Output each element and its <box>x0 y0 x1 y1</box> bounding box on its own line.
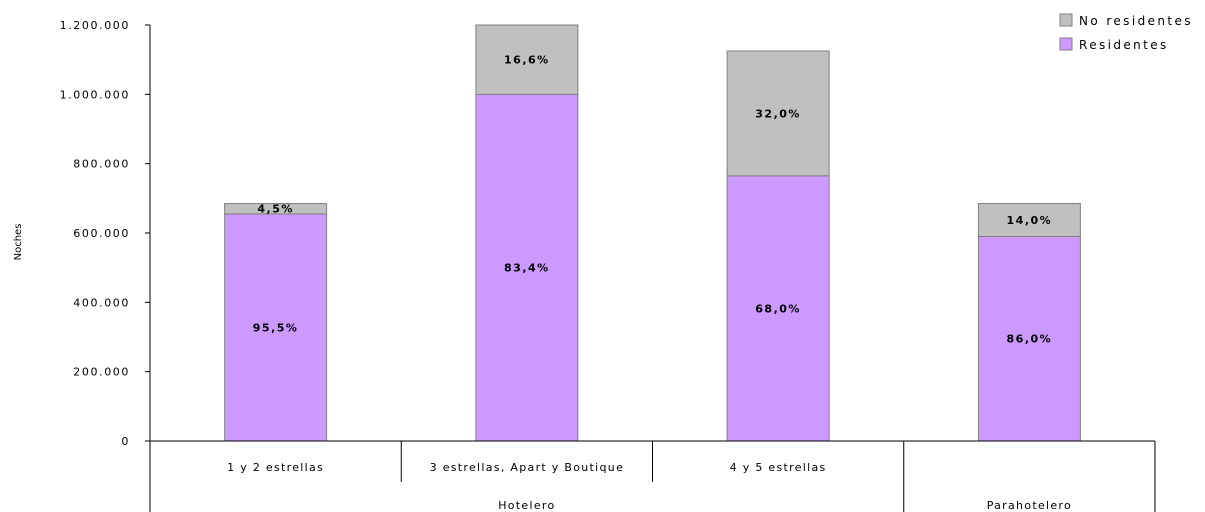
data-label: 83,4% <box>504 262 550 275</box>
bar-residentes <box>224 213 328 442</box>
x-group-label: Hotelero <box>498 499 555 512</box>
bar-residentes <box>977 235 1081 442</box>
legend-label: Residentes <box>1079 38 1169 52</box>
bars: 95,5% 4,5% 83,4% 16,6% 68,0% 32,0% 86,0% 14,0% <box>224 24 1081 442</box>
y-tick-label: 1.000.000 <box>60 88 130 101</box>
data-label: 16,6% <box>504 54 550 67</box>
x-category-label: 4 y 5 estrellas <box>730 461 827 474</box>
bar-residentes <box>475 93 579 442</box>
y-axis: 0 200.000 400.000 600.000 800.000 1.000.000 1.… <box>60 19 151 448</box>
data-label: 14,0% <box>1007 214 1053 227</box>
bar-residentes <box>726 175 830 442</box>
x-group-label: Parahotelero <box>987 499 1072 512</box>
legend-label: No residentes <box>1079 14 1193 28</box>
y-tick-label: 200.000 <box>73 366 130 379</box>
x-category-label: 3 estrellas, Apart y Boutique <box>430 461 625 474</box>
y-tick-label: 800.000 <box>73 158 130 171</box>
y-tick-label: 0 <box>121 435 130 448</box>
bar-no-residentes <box>475 24 579 95</box>
data-label: 95,5% <box>253 321 299 334</box>
y-tick-label: 400.000 <box>73 296 130 309</box>
bar-no-residentes <box>224 203 328 215</box>
legend-swatch <box>1059 37 1073 51</box>
y-tick-label: 600.000 <box>73 227 130 240</box>
legend: No residentes Residentes <box>1059 13 1193 52</box>
bar-no-residentes <box>977 203 1081 237</box>
data-label: 32,0% <box>755 107 801 120</box>
x-category-label: 1 y 2 estrellas <box>227 461 324 474</box>
data-label: 4,5% <box>257 203 294 216</box>
x-axis: 1 y 2 estrellas 3 estrellas, Apart y Bout… <box>145 440 1156 512</box>
legend-swatch <box>1059 13 1073 27</box>
y-tick-label: 1.200.000 <box>60 19 130 32</box>
data-label: 68,0% <box>755 302 801 315</box>
y-axis-label: Noches <box>13 224 24 261</box>
bar-no-residentes <box>726 50 830 177</box>
data-label: 86,0% <box>1007 333 1053 346</box>
